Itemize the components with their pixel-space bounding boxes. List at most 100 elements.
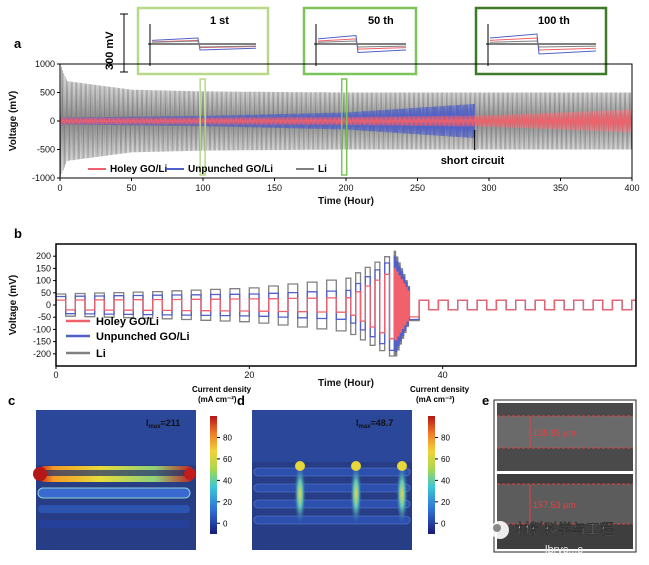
annotation-short-circuit: short circuit xyxy=(441,155,505,167)
panel-e: 138.83 μm 157.53 μm xyxy=(493,399,637,553)
watermark: 材料科学与工程 lbryc...c xyxy=(491,521,614,556)
xlabel-a: Time (Hour) xyxy=(318,196,374,207)
colorbar-d xyxy=(428,416,435,534)
inset-100-label: 100 th xyxy=(538,15,570,27)
xtick-label-a: 400 xyxy=(624,183,639,193)
ytick-label-b: 50 xyxy=(41,288,51,298)
sem-top-layer xyxy=(497,416,633,448)
xtick-label-a: 0 xyxy=(57,183,62,193)
colorbar-tick-label: 40 xyxy=(223,476,232,485)
watermark-text: 材料科学与工程 xyxy=(516,521,614,537)
inset-curve-li xyxy=(317,40,407,48)
ytick-label-b: 200 xyxy=(36,251,51,261)
colorbar-c-title: Current density xyxy=(192,385,252,394)
series-a-unpunched-go-li xyxy=(59,103,475,139)
heatmap-c-hotspot-left xyxy=(33,467,47,481)
insets: 1 st 50 th 100 th xyxy=(136,6,608,76)
heatmap-d-channel xyxy=(253,483,411,493)
heatmap-c-channel-2 xyxy=(37,487,191,499)
scale-bar-label: 300 mV xyxy=(104,31,116,70)
heatmap-d-column xyxy=(350,462,362,526)
inset-curve-li xyxy=(151,40,257,48)
heatmap-d-channels xyxy=(253,461,411,526)
panel-d-label: d xyxy=(237,393,245,408)
colorbar-tick-label: 80 xyxy=(441,433,450,442)
watermark-sub: lbryc...c xyxy=(545,544,583,556)
colorbar-tick-label: 60 xyxy=(441,455,450,464)
heatmap-d-column xyxy=(396,462,408,526)
ytick-label-b: -150 xyxy=(33,337,51,347)
heatmap-c-channel-3 xyxy=(38,505,190,513)
heatmap-d-channel xyxy=(253,499,411,509)
legend-a-label: Unpunched GO/Li xyxy=(188,164,273,175)
imax-c: Imax=211 xyxy=(146,418,180,430)
ytick-label-b: 0 xyxy=(46,300,51,310)
heatmap-d-column xyxy=(294,462,306,526)
inset-curves xyxy=(148,24,597,66)
ytick-label-b: -100 xyxy=(33,324,51,334)
ytick-label-a: -500 xyxy=(37,145,55,155)
ytick-label-b: -50 xyxy=(38,312,51,322)
heatmap-d-channel xyxy=(253,467,411,477)
xtick-label-a: 350 xyxy=(553,183,568,193)
xtick-label-a: 100 xyxy=(195,183,210,193)
heatmap-d-hotspot xyxy=(351,461,361,471)
panel-a-label: a xyxy=(14,36,22,51)
colorbar-tick-label: 20 xyxy=(223,498,232,507)
ylabel-a: Voltage (mV) xyxy=(8,91,19,151)
inset-1-frame xyxy=(136,6,270,76)
ytick-label-a: 1000 xyxy=(35,59,55,69)
colorbar-d-ticks: 80 60 40 20 0 xyxy=(435,433,450,528)
panel-c: Imax=211 Current density (mA cm⁻²) 80 60 4… xyxy=(33,385,252,550)
inset-curve-li xyxy=(489,40,597,48)
inset-1-label: 1 st xyxy=(210,15,229,27)
plot-a: 0 50 100 150 200 250 300 350 400 1000 500 0 -500 -100… xyxy=(8,59,640,207)
ytick-label-b: 150 xyxy=(36,263,51,273)
series-b-holey-go-li xyxy=(56,267,636,341)
heatmap-d-hotspot xyxy=(295,461,305,471)
colorbar-tick-label: 60 xyxy=(223,455,232,464)
legend-b-label: Unpunched GO/Li xyxy=(96,331,190,343)
colorbar-tick-label: 80 xyxy=(223,433,232,442)
sem-bottom-label: 157.53 μm xyxy=(533,500,576,510)
panel-e-label: e xyxy=(482,393,489,408)
heatmap-d-channel xyxy=(253,515,411,525)
ytick-label-b: 100 xyxy=(36,276,51,286)
ytick-label-a: 0 xyxy=(50,116,55,126)
heatmap-c-gap-1 xyxy=(40,470,190,476)
colorbar-c xyxy=(210,416,217,534)
inset-100-frame xyxy=(474,6,608,76)
xtick-label-b: 40 xyxy=(438,370,448,380)
colorbar-tick-label: 40 xyxy=(441,476,450,485)
plot-b: 0 20 40 200 150 100 50 0 -50 -100 -150 -200 Time (Ho… xyxy=(8,243,637,389)
xlabel-b: Time (Hour) xyxy=(318,378,374,389)
inset-marker-50 xyxy=(340,78,348,176)
ylabel-b: Voltage (mV) xyxy=(8,275,19,335)
inset-marker-1 xyxy=(199,78,206,176)
colorbar-d-unit: (mA cm⁻²) xyxy=(416,395,455,404)
xtick-label-a: 200 xyxy=(338,183,353,193)
heatmap-d-hotspot xyxy=(397,461,407,471)
xtick-label-b: 0 xyxy=(53,370,58,380)
xtick-label-a: 50 xyxy=(126,183,136,193)
legend-a-label: Li xyxy=(318,164,327,175)
ytick-label-a: 500 xyxy=(40,88,55,98)
imax-d: Imax=48.7 xyxy=(356,418,393,430)
colorbar-c-unit: (mA cm⁻²) xyxy=(198,395,237,404)
ytick-label-b: -200 xyxy=(33,349,51,359)
xtick-label-b: 20 xyxy=(244,370,254,380)
xtick-label-a: 150 xyxy=(267,183,282,193)
panel-d: Imax=48.7 Current density (mA cm⁻²) 80 60… xyxy=(252,385,470,550)
colorbar-tick-label: 0 xyxy=(441,519,446,528)
panel-b-label: b xyxy=(14,226,22,241)
wechat-icon-dot xyxy=(493,524,501,532)
xtick-label-a: 250 xyxy=(410,183,425,193)
ytick-label-a: -1000 xyxy=(32,173,55,183)
legend-b-label: Holey GO/Li xyxy=(96,316,159,328)
legend-a-label: Holey GO/Li xyxy=(110,164,167,175)
colorbar-tick-label: 20 xyxy=(441,498,450,507)
inset-50-label: 50 th xyxy=(368,15,394,27)
heatmap-d-top xyxy=(252,410,412,462)
colorbar-tick-label: 0 xyxy=(223,519,228,528)
